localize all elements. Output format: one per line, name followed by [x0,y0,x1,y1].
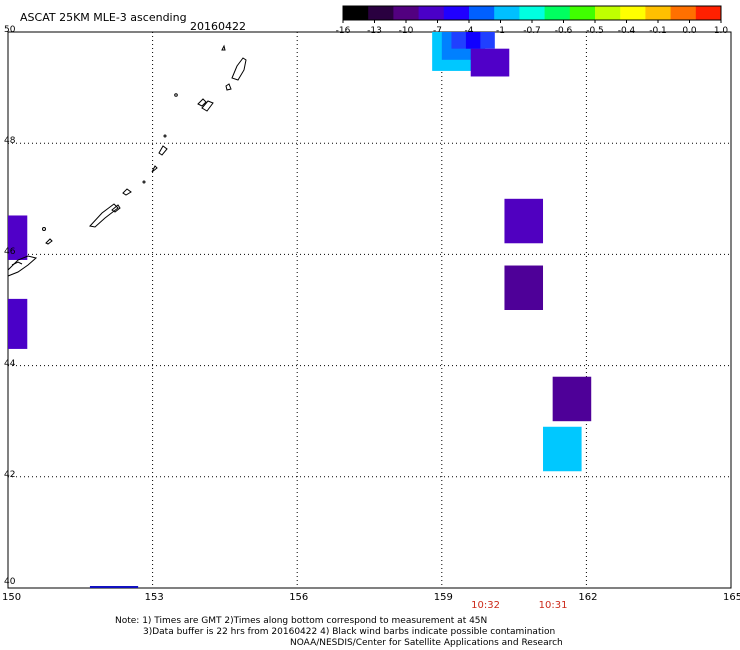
colorbar-swatch-13 [670,6,697,20]
colorbar-label-11: 0.0 [682,26,697,36]
colorbar-swatch-1 [368,6,394,20]
colorbar-label-1: -13 [367,26,382,36]
time-label-0: 10:32 [471,600,500,611]
data-cell-7 [8,215,28,260]
coastline-kuril-islands [7,44,247,277]
colorbar-label-7: -0.6 [555,26,573,36]
lon-label-159: 159 [433,592,453,603]
colorbar-swatch-4 [443,6,470,20]
colorbar-label-9: -0.4 [618,26,636,36]
lon-label-150: 150 [2,592,22,603]
lat-label-42: 42 [4,469,16,480]
colorbar-label-6: -0.7 [523,26,541,36]
data-cell-5 [504,198,544,244]
colorbar-swatch-10 [595,6,621,20]
lat-label-44: 44 [4,358,16,369]
note-line-1: Note: 1) Times are GMT 2)Times along bot… [115,616,488,626]
colorbar-swatch-8 [544,6,571,20]
colorbar-swatch-2 [393,6,420,20]
colorbar-swatch-14 [695,6,722,20]
lat-label-50: 50 [4,25,16,35]
lon-label-153: 153 [144,592,164,603]
data-cell-10 [543,426,582,472]
colorbar-swatch-12 [645,6,672,20]
colorbar-label-8: -0.5 [586,26,604,36]
colorbar-label-2: -10 [399,26,414,36]
colorbar-swatch-7 [519,6,546,20]
lat-label-46: 46 [4,247,16,258]
note-line-2: 3)Data buffer is 22 hrs from 20160422 4)… [143,627,556,637]
colorbar-swatch-5 [469,6,495,20]
figure-date: 20160422 [190,20,246,33]
colorbar-label-4: -4 [465,26,474,36]
data-cell-3 [465,32,481,49]
colorbar: -16 -13 -10 -7 -4 -1 -0.7 -0.6 -0.5 -0.4 -0.1 0.0 1.… [336,5,729,36]
time-label-1: 10:31 [538,600,568,611]
colorbar-label-3: -7 [433,26,442,36]
colorbar-label-0: -16 [336,26,351,36]
colorbar-swatch-6 [494,6,520,20]
data-cell-6 [504,265,544,310]
colorbar-label-12: 1.0 [714,26,729,36]
lon-label-156: 156 [289,592,309,603]
colorbar-swatch-11 [620,6,646,20]
lat-label-48: 48 [4,136,16,147]
data-cell-8 [8,298,28,349]
lon-label-162: 162 [578,592,598,603]
lon-label-165: 165 [723,592,740,603]
colorbar-label-10: -0.1 [649,26,667,36]
data-cell-9 [552,376,592,422]
lat-label-40: 40 [4,577,16,587]
colorbar-label-5: -1 [496,26,505,36]
colorbar-swatch-3 [418,6,445,20]
data-cells [8,32,592,472]
colorbar-swatch-0 [343,6,369,20]
colorbar-swatch-9 [569,6,596,20]
map-frame [7,31,732,589]
figure-title: ASCAT 25KM MLE-3 ascending [20,11,187,24]
graticule [8,32,731,588]
data-cell-4 [470,48,510,77]
note-line-3: NOAA/NESDIS/Center for Satellite Applica… [290,638,563,648]
